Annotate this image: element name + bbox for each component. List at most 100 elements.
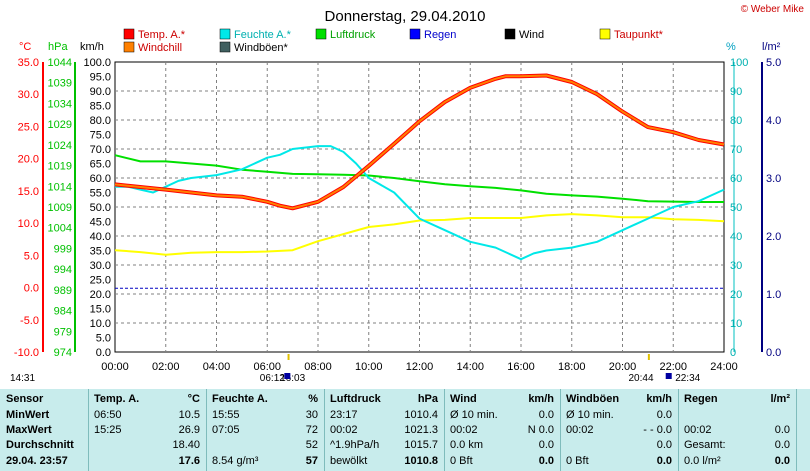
lm2-tick-label: 5.0 <box>766 57 781 69</box>
table-cell-min-10: 0.0 <box>656 409 672 421</box>
table-cell-cur-8: 0.0 <box>538 455 554 467</box>
kmh-tick-label: 50.0 <box>90 202 111 214</box>
table-cell-header-1: Temp. A. <box>94 393 140 405</box>
x-tick-label: 12:00 <box>406 361 434 373</box>
table-cell-min-3: 15:55 <box>212 409 240 421</box>
hpa-tick-label: 1009 <box>48 202 72 214</box>
legend-swatch <box>123 28 135 40</box>
celsius-tick-label: -10.0 <box>14 347 39 359</box>
table-cell-max-3: 07:05 <box>212 424 240 436</box>
table-cell-avg-10: 0.0 <box>656 439 672 451</box>
kmh-tick-label: 80.0 <box>90 115 111 127</box>
table-cell-avg-6: 1015.7 <box>404 439 438 451</box>
table-cell-header-7: Wind <box>450 393 477 405</box>
table-cell-cur-5: bewölkt <box>330 455 368 467</box>
celsius-tick-label: 15.0 <box>18 186 39 198</box>
hpa-tick-label: 1044 <box>48 57 72 69</box>
kmh-tick-label: 20.0 <box>90 289 111 301</box>
table-cell-avg-12: 0.0 <box>774 439 790 451</box>
x-tick-label: 06:00 <box>253 361 281 373</box>
chart-legend: Temp. A.* Feuchte A.* Luftdruck Regen Wind Ta… <box>123 28 664 54</box>
x-tick-label: 04:00 <box>203 361 231 373</box>
kmh-tick-label: 85.0 <box>90 101 111 113</box>
table-cell-avg-4: 52 <box>305 439 318 451</box>
legend-swatch <box>315 28 327 40</box>
table-cell-avg-7: 0.0 km <box>450 439 484 451</box>
table-cell-header-9: Windböen <box>566 393 620 405</box>
legend-swatch <box>504 28 516 40</box>
table-cell-avg-8: 0.0 <box>538 439 554 451</box>
table-cell-min-7: Ø 10 min. <box>450 409 498 421</box>
percent-tick-label: 50 <box>730 202 742 214</box>
series-lines <box>114 73 725 289</box>
y-axes: 35.0 30.0 25.0 20.0 15.0 10.0 5.0 0.0 -5.0 -10.0 1… <box>14 57 781 359</box>
kmh-tick-label: 0.0 <box>96 347 111 359</box>
kmh-tick-label: 100.0 <box>83 57 111 69</box>
axis-unit-lm2: l/m² <box>762 41 781 53</box>
table-cell-header-8: km/h <box>528 393 554 405</box>
legend-label: Feuchte A.* <box>234 29 292 41</box>
hpa-tick-label: 1004 <box>48 223 72 235</box>
x-tick-label: 18:00 <box>558 361 586 373</box>
table-cell-cur-12: 0.0 <box>774 455 790 467</box>
legend-label: Windchill <box>138 42 182 54</box>
marker-time-label: 22:34 <box>675 373 700 384</box>
table-cell-header-6: hPa <box>417 393 438 405</box>
series-line-luftdruck <box>114 154 724 203</box>
legend-swatch <box>123 41 135 53</box>
table-cell-header-11: Regen <box>684 393 718 405</box>
hpa-tick-label: 1014 <box>48 181 72 193</box>
marker-flag <box>284 373 291 379</box>
percent-tick-label: 90 <box>730 86 742 98</box>
kmh-tick-label: 55.0 <box>90 188 111 200</box>
legend-label: Luftdruck <box>330 29 376 41</box>
x-tick-label: 08:00 <box>304 361 332 373</box>
axis-unit-kmh: km/h <box>80 41 104 53</box>
series-line-taupunkt <box>114 213 725 256</box>
legend-swatch <box>409 28 421 40</box>
table-cell-cur-11: 0.0 l/m² <box>684 455 721 467</box>
hpa-tick-label: 1019 <box>48 161 72 173</box>
x-axis: 00:00 02:00 04:00 06:00 08:00 10:00 12:00 14:00… <box>101 361 738 373</box>
celsius-tick-label: -5.0 <box>20 315 39 327</box>
hpa-tick-label: 989 <box>54 285 72 297</box>
stats-table: Sensor Temp. A. °C Feuchte A.% Luftdruck hPa W… <box>0 389 810 471</box>
lm2-tick-label: 4.0 <box>766 115 781 127</box>
marker-time-label: 16:03 <box>280 373 305 384</box>
axis-unit-percent: % <box>726 41 736 53</box>
kmh-tick-label: 5.0 <box>96 333 111 345</box>
legend-label: Wind <box>519 29 544 41</box>
kmh-tick-label: 60.0 <box>90 173 111 185</box>
percent-tick-label: 30 <box>730 260 742 272</box>
lm2-tick-label: 3.0 <box>766 173 781 185</box>
marker-flag <box>665 373 672 379</box>
table-cell-max-11: 00:02 <box>684 424 712 436</box>
table-cell-max-6: 1021.3 <box>404 424 438 436</box>
celsius-tick-label: 25.0 <box>18 121 39 133</box>
percent-tick-label: 80 <box>730 115 742 127</box>
kmh-tick-label: 75.0 <box>90 130 111 142</box>
chart-title: Donnerstag, 29.04.2010 <box>325 8 486 25</box>
table-cell-max-5: 00:02 <box>330 424 358 436</box>
hpa-tick-label: 984 <box>54 306 72 318</box>
celsius-tick-label: 30.0 <box>18 89 39 101</box>
hpa-tick-label: 1024 <box>48 140 72 152</box>
table-cell-header-12: l/m² <box>770 393 790 405</box>
celsius-tick-label: 0.0 <box>24 283 39 295</box>
table-cell-header-4: % <box>308 393 318 405</box>
x-tick-label: 10:00 <box>355 361 383 373</box>
table-cell-min-9: Ø 10 min. <box>566 409 614 421</box>
legend-label: Windböen* <box>234 42 289 54</box>
table-cell-cur-7: 0 Bft <box>450 455 473 467</box>
percent-tick-label: 70 <box>730 144 742 156</box>
x-tick-label: 02:00 <box>152 361 180 373</box>
table-cell-header-5: Luftdruck <box>330 393 381 405</box>
table-cell-min-0: MinWert <box>6 409 50 421</box>
table-cell-cur-4: 57 <box>305 455 318 467</box>
kmh-tick-label: 70.0 <box>90 144 111 156</box>
kmh-tick-label: 15.0 <box>90 304 111 316</box>
legend-label: Temp. A.* <box>138 29 186 41</box>
kmh-tick-label: 65.0 <box>90 159 111 171</box>
x-tick-label: 22:00 <box>659 361 687 373</box>
